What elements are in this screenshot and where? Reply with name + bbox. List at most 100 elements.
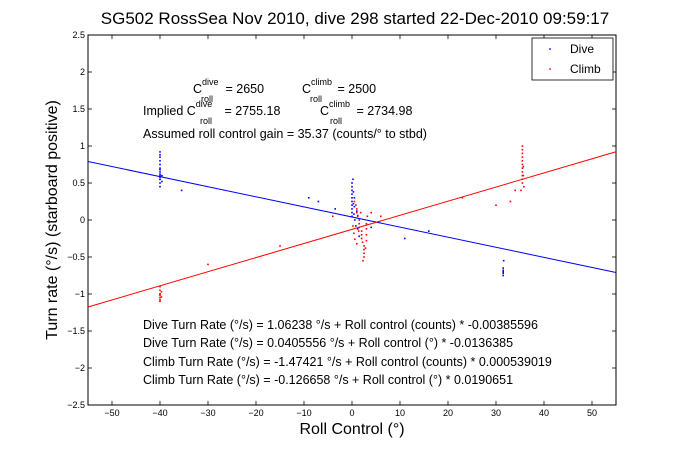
dive-point: [502, 272, 504, 275]
climb-point: [521, 145, 524, 147]
climb-point: [160, 290, 163, 293]
roll-gain-note: Assumed roll control gain = 35.37 (count…: [143, 127, 427, 141]
climb-point: [380, 215, 382, 218]
axis-ticks: −50 −40 −30 −20 −10 0 10 20 30 40 50−2.5−2−1.5−1−0…: [67, 30, 616, 418]
legend-marker-climb: [549, 68, 551, 70]
dive-point: [502, 267, 504, 269]
legend-box: [531, 37, 614, 81]
dive-point: [428, 230, 430, 232]
climb-point: [461, 197, 464, 199]
implied-c-roll-dive-value: = 2755.18: [221, 104, 280, 118]
climb-point: [521, 167, 524, 169]
y-tick-label: 1: [80, 141, 85, 151]
climb-point: [523, 185, 525, 188]
climb-point: [332, 215, 334, 218]
implied-c-roll-climb-sup: climb: [329, 99, 350, 109]
y-tick-label: −1.5: [67, 326, 85, 336]
y-tick-label: 0: [80, 215, 85, 225]
climb-point: [520, 189, 522, 192]
dive-point: [159, 174, 161, 177]
x-tick-label: 20: [443, 408, 453, 418]
y-tick-label: 2.5: [72, 30, 85, 40]
climb-point: [353, 200, 356, 203]
dive-point: [352, 178, 354, 181]
climb-point: [521, 182, 524, 184]
climb-point: [159, 293, 161, 295]
climb-point: [356, 215, 359, 218]
fit-climb-degrees: Climb Turn Rate (°/s) = -0.126658 °/s + …: [143, 373, 513, 387]
c-roll-climb: Cclimb roll = 2500: [302, 77, 376, 104]
dive-point: [351, 193, 353, 195]
x-tick-label: 50: [587, 408, 597, 418]
climb-point: [358, 219, 360, 221]
climb-point: [370, 211, 372, 214]
dive-point: [351, 211, 353, 214]
implied-c-roll-climb-sub: roll: [330, 116, 342, 126]
climb-point: [279, 245, 281, 247]
c-roll-dive-sub: roll: [201, 94, 213, 104]
climb-point: [514, 189, 516, 192]
x-tick-label: −30: [200, 408, 215, 418]
x-tick-label: 10: [395, 408, 405, 418]
climb-point: [356, 242, 358, 245]
y-tick-label: 1.5: [72, 104, 85, 114]
c-roll-climb-prefix: C: [302, 82, 311, 96]
dive-point: [159, 176, 161, 178]
dive-point: [180, 189, 183, 192]
climb-point: [357, 230, 360, 232]
dive-point: [351, 200, 353, 203]
dive-point: [159, 167, 161, 169]
climb-point: [365, 239, 368, 242]
x-tick-label: −40: [152, 408, 167, 418]
dive-point: [351, 189, 353, 192]
x-tick-label: 0: [349, 408, 354, 418]
climb-point: [521, 163, 524, 166]
dive-point: [353, 205, 356, 208]
dive-point: [159, 151, 161, 153]
legend-marker-dive: [549, 48, 551, 50]
dive-point: [159, 171, 161, 173]
x-tick-label: 30: [491, 408, 501, 418]
climb-point: [360, 230, 363, 232]
climb-point: [364, 247, 367, 249]
c-roll-climb-sub: roll: [310, 94, 322, 104]
c-roll-climb-sup: climb: [311, 77, 332, 87]
climb-point: [352, 225, 354, 227]
climb-point: [522, 165, 525, 168]
climb-point: [159, 289, 161, 292]
y-tick-label: 2: [80, 67, 85, 77]
climb-point: [159, 294, 161, 297]
legend-label-dive: Dive: [570, 42, 594, 56]
dive-point: [161, 174, 163, 177]
climb-point: [159, 299, 161, 301]
climb-point: [362, 259, 364, 262]
dive-point: [356, 210, 358, 212]
climb-point: [521, 152, 524, 155]
climb-point: [359, 211, 362, 214]
legend-label-climb: Climb: [570, 62, 601, 76]
dive-point: [159, 163, 161, 166]
y-axis-label: Turn rate (°/s) (starboard positive): [44, 100, 61, 340]
y-tick-label: −2.5: [67, 400, 85, 410]
climb-point: [365, 222, 368, 225]
y-tick-label: −2: [75, 363, 85, 373]
implied-c-roll-climb-value: = 2734.98: [353, 104, 412, 118]
dive-point: [502, 274, 504, 277]
dive-point: [353, 197, 356, 199]
climb-point: [522, 174, 525, 177]
climb-point: [353, 232, 355, 235]
climb-point: [365, 228, 368, 230]
legend: Dive Climb: [531, 37, 614, 81]
climb-point: [358, 226, 360, 229]
dive-point: [404, 237, 406, 240]
climb-point: [365, 234, 368, 236]
dive-point: [502, 269, 504, 272]
c-roll-dive-sup: dive: [202, 77, 219, 87]
axes-frame: [87, 34, 617, 406]
climb-point: [355, 204, 357, 206]
climb-point: [159, 285, 161, 288]
implied-c-roll: Implied Cdive roll = 2755.18 Cclimb roll = …: [143, 99, 412, 126]
dive-point: [502, 259, 505, 262]
climb-point: [159, 296, 161, 299]
